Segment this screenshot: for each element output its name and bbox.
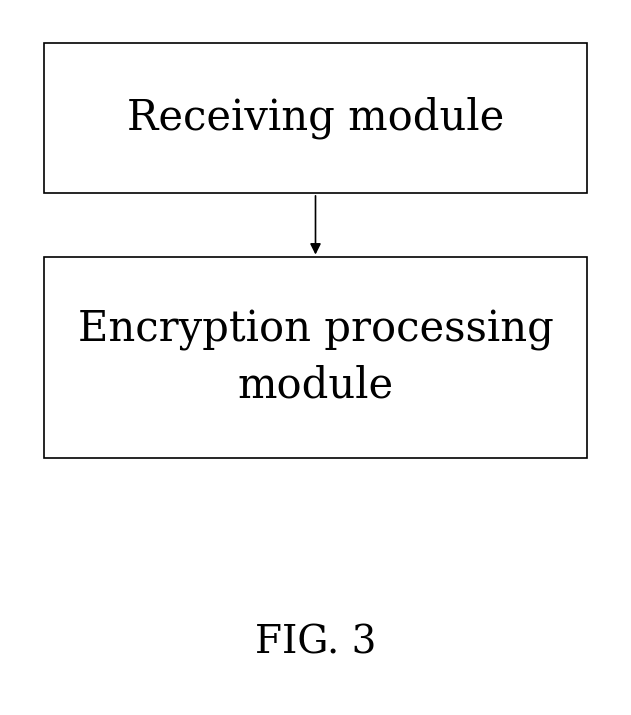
Bar	[44, 43, 587, 193]
Text: FIG. 3: FIG. 3	[255, 625, 376, 662]
Text: Receiving module: Receiving module	[127, 97, 504, 139]
Text: Encryption processing
module: Encryption processing module	[78, 309, 553, 406]
Bar	[44, 257, 587, 458]
